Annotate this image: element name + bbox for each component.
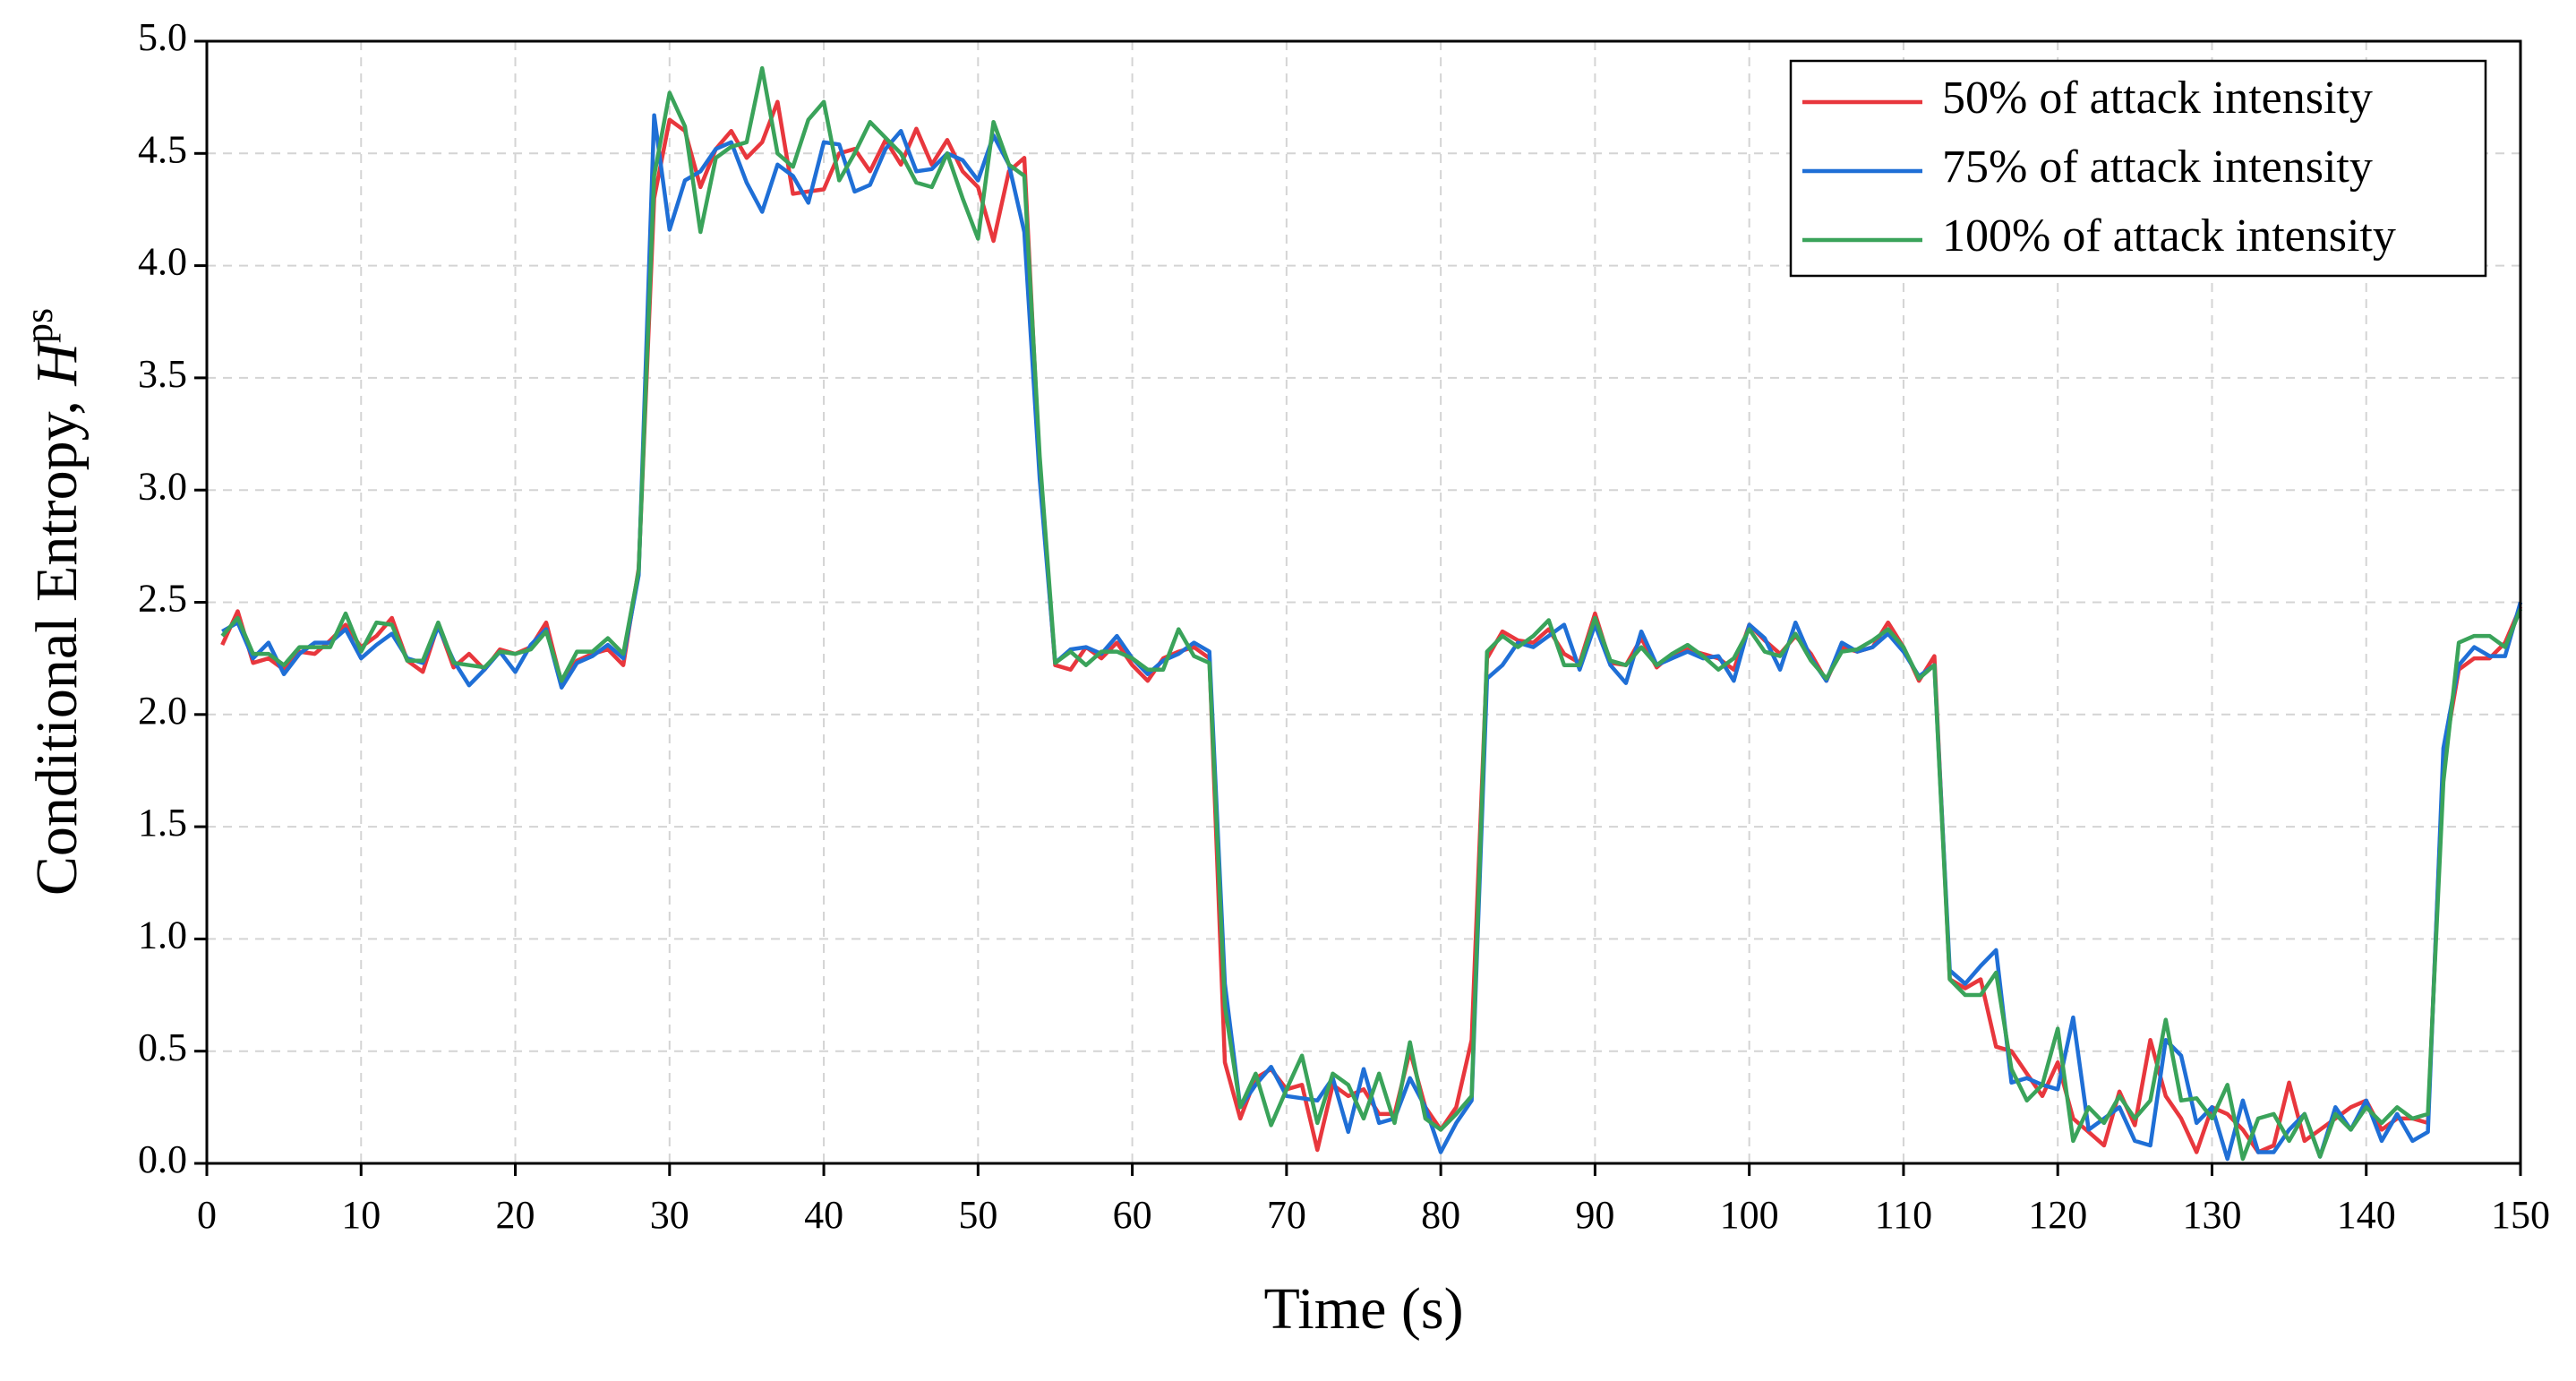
legend-label: 100% of attack intensity (1942, 210, 2396, 262)
x-tick-label: 130 (2182, 1193, 2241, 1237)
y-axis-label-text: Conditional Entropy, (24, 386, 90, 896)
y-tick-label: 5.0 (138, 15, 187, 59)
x-tick-label: 60 (1113, 1193, 1152, 1237)
y-tick-label: 2.5 (138, 577, 187, 621)
x-tick-label: 120 (2028, 1193, 2087, 1237)
x-tick-label: 150 (2491, 1193, 2550, 1237)
x-tick-label: 110 (1875, 1193, 1932, 1237)
x-tick-label: 50 (958, 1193, 997, 1237)
y-tick-label: 0.5 (138, 1025, 187, 1069)
x-axis-label: Time (s) (1263, 1276, 1463, 1342)
x-tick-label: 90 (1575, 1193, 1614, 1237)
y-tick-label: 3.5 (138, 352, 187, 396)
y-tick-label: 2.0 (138, 689, 187, 733)
y-axis-label-superscript: ps (17, 308, 61, 343)
x-tick-label: 20 (496, 1193, 535, 1237)
y-tick-label: 4.5 (138, 127, 187, 171)
series-line (220, 65, 2523, 1162)
y-tick-label: 3.0 (138, 464, 187, 508)
x-tick-label: 10 (341, 1193, 381, 1237)
y-axis-label-symbol: H (24, 340, 90, 387)
plot-frame (205, 39, 2522, 1165)
x-tick-label: 0 (197, 1193, 217, 1237)
legend-label: 75% of attack intensity (1942, 142, 2373, 193)
y-tick-label: 0.0 (138, 1137, 187, 1181)
x-tick-label: 80 (1421, 1193, 1460, 1237)
x-tick-label: 140 (2337, 1193, 2396, 1237)
legend: 50% of attack intensity 75% of attack int… (1789, 59, 2487, 278)
legend-label: 50% of attack intensity (1942, 73, 2373, 124)
x-tick-label: 70 (1267, 1193, 1306, 1237)
y-tick-label: 1.5 (138, 801, 187, 845)
x-tick-label: 40 (804, 1193, 843, 1237)
x-tick-label: 30 (650, 1193, 689, 1237)
y-tick-label: 4.0 (138, 240, 187, 284)
y-tick-label: 1.0 (138, 913, 187, 956)
x-tick-label: 100 (1720, 1193, 1779, 1237)
y-axis-label: Conditional Entropy, Hps (17, 308, 90, 896)
